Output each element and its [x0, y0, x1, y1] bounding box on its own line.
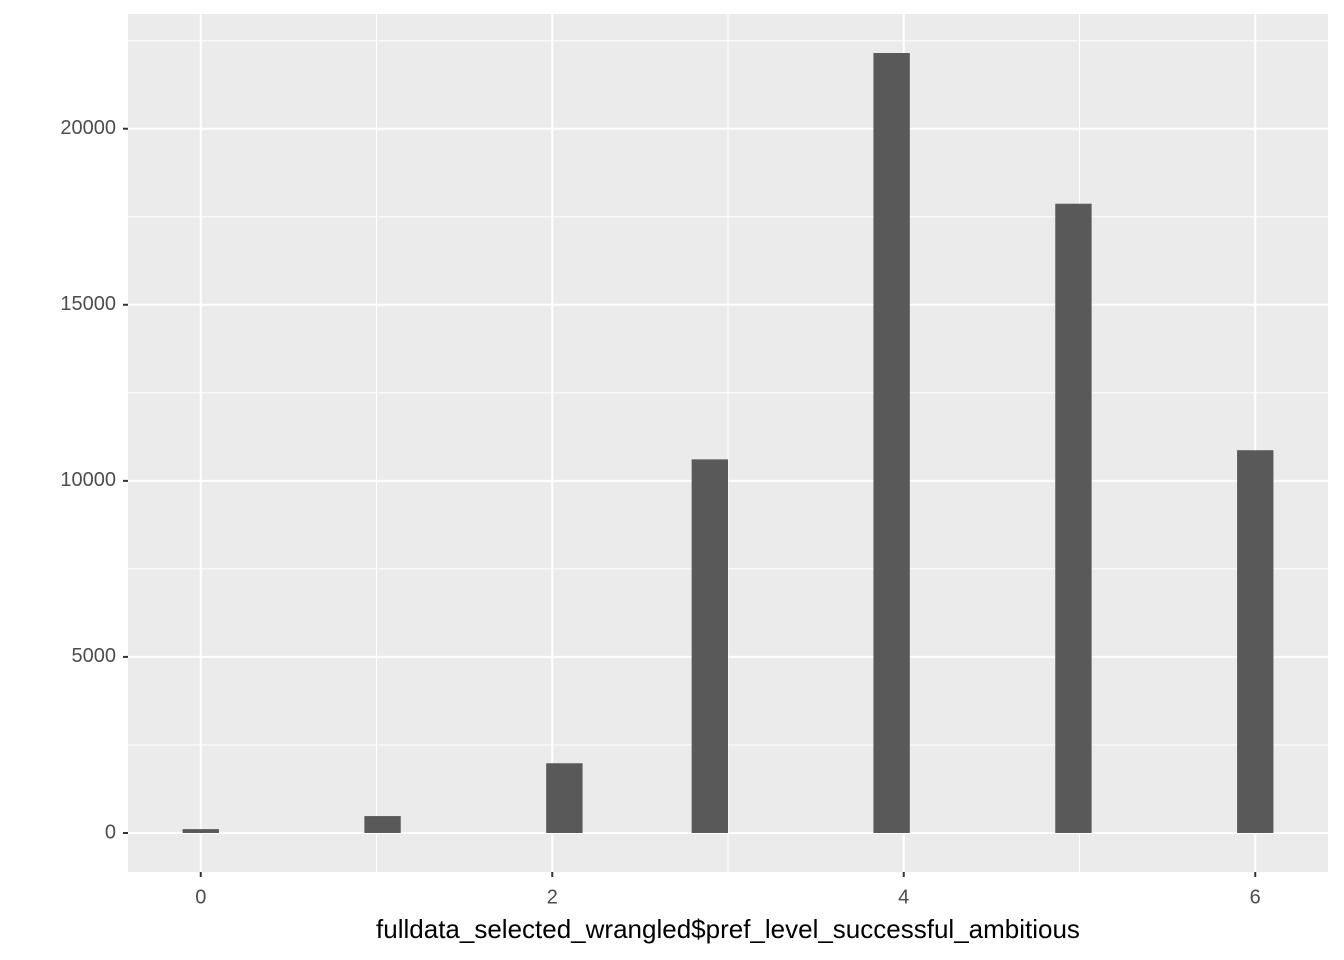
y-tick-label: 20000 — [60, 117, 116, 139]
x-tick-label: 0 — [195, 886, 206, 908]
bar — [546, 763, 583, 833]
x-tick-label: 4 — [898, 886, 909, 908]
x-axis-label: fulldata_selected_wrangled$pref_level_su… — [376, 914, 1080, 944]
bar — [364, 816, 401, 833]
bar — [873, 53, 910, 833]
y-tick-label: 15000 — [60, 293, 116, 315]
bar — [1237, 450, 1274, 833]
bar — [691, 459, 728, 833]
x-tick-label: 6 — [1250, 886, 1261, 908]
y-tick-label: 10000 — [60, 469, 116, 491]
y-tick-label: 0 — [105, 821, 116, 843]
bar — [1055, 203, 1092, 833]
x-tick-label: 2 — [547, 886, 558, 908]
bar — [182, 829, 219, 833]
y-tick-label: 5000 — [72, 645, 117, 667]
